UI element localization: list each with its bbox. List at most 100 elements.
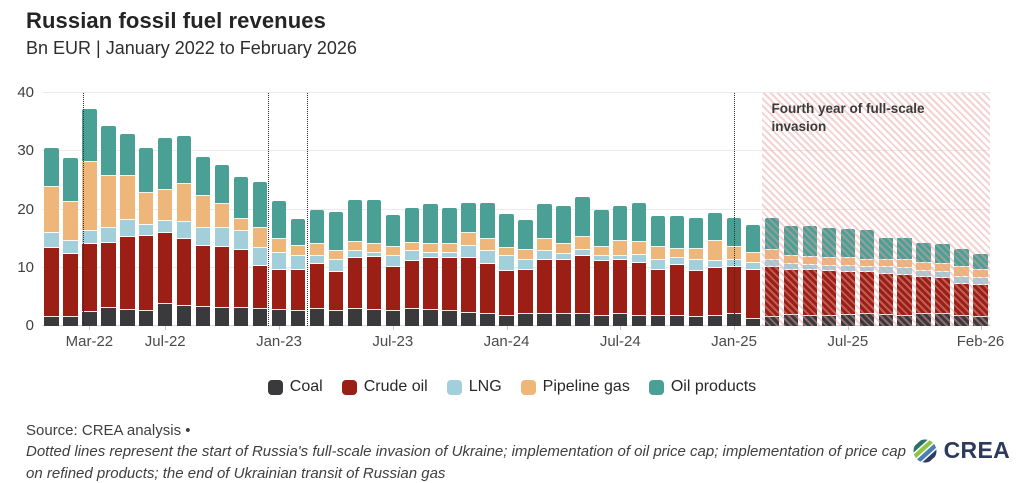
bar-oct-25 xyxy=(897,237,912,326)
bar-segment-pipeline-gas xyxy=(139,192,154,226)
bar-segment-coal xyxy=(575,314,590,326)
bar-segment-coal xyxy=(556,314,571,326)
bar-segment-oil-products xyxy=(290,219,306,247)
bar-segment-oil-products xyxy=(139,148,154,193)
bar-segment-oil-products xyxy=(954,248,969,268)
event-dotted-line-4 xyxy=(734,93,736,326)
bar-dec-22 xyxy=(252,181,268,326)
bar-mar-22 xyxy=(82,108,97,326)
bar-segment-crude-oil xyxy=(442,257,457,311)
bar-segment-lng xyxy=(442,252,457,258)
bar-segment-crude-oil xyxy=(44,247,59,318)
bar-segment-lng xyxy=(423,252,438,259)
bar-segment-coal xyxy=(764,316,780,326)
legend-swatch xyxy=(648,379,664,395)
bar-segment-oil-products xyxy=(518,220,533,251)
bar-segment-lng xyxy=(44,233,59,248)
bar-segment-lng xyxy=(63,240,78,254)
legend-item-crude-oil: Crude oil xyxy=(341,378,428,396)
bar-dec-25 xyxy=(935,243,950,326)
bar-segment-oil-products xyxy=(688,217,704,249)
bar-segment-pipeline-gas xyxy=(423,243,438,253)
bar-jun-23 xyxy=(366,200,381,326)
bar-segment-oil-products xyxy=(214,164,230,205)
bar-segment-coal xyxy=(499,315,514,326)
bar-segment-pipeline-gas xyxy=(802,256,818,265)
bar-segment-pipeline-gas xyxy=(44,187,59,234)
gridline-y-40 xyxy=(42,92,990,93)
bar-segment-oil-products xyxy=(271,200,287,240)
x-axis-tick-mark xyxy=(279,326,280,330)
bar-segment-pipeline-gas xyxy=(783,256,799,265)
bar-segment-coal xyxy=(158,304,173,326)
x-axis-tick-mark xyxy=(847,326,849,330)
bar-apr-24 xyxy=(556,206,571,326)
bar-segment-oil-products xyxy=(594,210,609,247)
bar-segment-crude-oil xyxy=(613,260,628,314)
bar-oct-24 xyxy=(669,215,685,326)
bar-segment-oil-products xyxy=(632,203,647,243)
bar-aug-22 xyxy=(176,135,192,326)
bar-jan-23 xyxy=(271,200,287,326)
legend-swatch xyxy=(446,379,462,395)
legend-swatch xyxy=(520,379,536,395)
bar-segment-crude-oil xyxy=(271,269,287,310)
x-axis-tick-label: Jul-23 xyxy=(372,333,414,350)
y-axis-tick-label: 10 xyxy=(17,258,34,276)
bar-segment-pipeline-gas xyxy=(707,240,723,262)
bar-segment-oil-products xyxy=(44,147,59,188)
bar-segment-pipeline-gas xyxy=(650,246,666,261)
bar-segment-oil-products xyxy=(176,135,192,184)
bar-segment-oil-products xyxy=(916,242,931,263)
bar-segment-pipeline-gas xyxy=(594,246,609,257)
bar-segment-pipeline-gas xyxy=(859,259,874,268)
page-subtitle: Bn EUR | January 2022 to February 2026 xyxy=(26,38,357,58)
bar-segment-crude-oil xyxy=(120,236,135,310)
bar-segment-pipeline-gas xyxy=(347,242,363,251)
bar-segment-coal xyxy=(309,309,325,326)
bar-segment-pipeline-gas xyxy=(195,195,211,228)
bar-segment-crude-oil xyxy=(878,274,893,315)
bar-segment-oil-products xyxy=(840,229,855,259)
bar-segment-oil-products xyxy=(120,133,135,176)
bar-nov-23 xyxy=(461,203,476,326)
bar-segment-coal xyxy=(954,316,969,326)
bar-segment-pipeline-gas xyxy=(271,239,287,254)
bar-segment-crude-oil xyxy=(233,250,249,308)
bar-jul-23 xyxy=(385,214,400,326)
bar-segment-pipeline-gas xyxy=(613,241,628,257)
bar-segment-lng xyxy=(404,251,419,262)
bar-segment-lng xyxy=(821,266,837,271)
bar-jun-24 xyxy=(594,210,609,326)
bar-segment-crude-oil xyxy=(935,278,950,314)
bar-segment-crude-oil xyxy=(954,283,969,317)
bar-jan-26 xyxy=(954,248,969,326)
bar-segment-crude-oil xyxy=(82,244,97,313)
bar-segment-oil-products xyxy=(935,243,950,265)
bar-dec-24 xyxy=(707,213,723,326)
bar-segment-pipeline-gas xyxy=(63,201,78,241)
y-axis-tick-label: 40 xyxy=(17,84,34,101)
bar-segment-crude-oil xyxy=(669,265,685,316)
bar-segment-coal xyxy=(613,313,628,326)
bar-segment-lng xyxy=(556,253,571,261)
bar-segment-coal xyxy=(101,307,116,326)
bar-segment-coal xyxy=(897,316,912,326)
bar-segment-lng xyxy=(973,278,988,286)
bar-segment-lng xyxy=(214,227,230,247)
bar-segment-oil-products xyxy=(252,181,268,228)
x-axis-tick-label: Jan-25 xyxy=(711,333,757,350)
bar-segment-pipeline-gas xyxy=(82,162,97,231)
bar-segment-crude-oil xyxy=(385,267,400,311)
bar-segment-lng xyxy=(632,254,647,263)
bar-segment-crude-oil xyxy=(63,253,78,318)
page-title: Russian fossil fuel revenues xyxy=(26,8,326,33)
bar-oct-23 xyxy=(442,208,457,326)
chart-header: Russian fossil fuel revenues Bn EUR | Ja… xyxy=(26,8,357,59)
bar-segment-pipeline-gas xyxy=(328,250,344,260)
bar-segment-lng xyxy=(461,246,476,259)
x-axis-tick-label: Jan-24 xyxy=(483,333,530,350)
bar-segment-coal xyxy=(139,310,154,326)
bar-segment-lng xyxy=(158,221,173,234)
